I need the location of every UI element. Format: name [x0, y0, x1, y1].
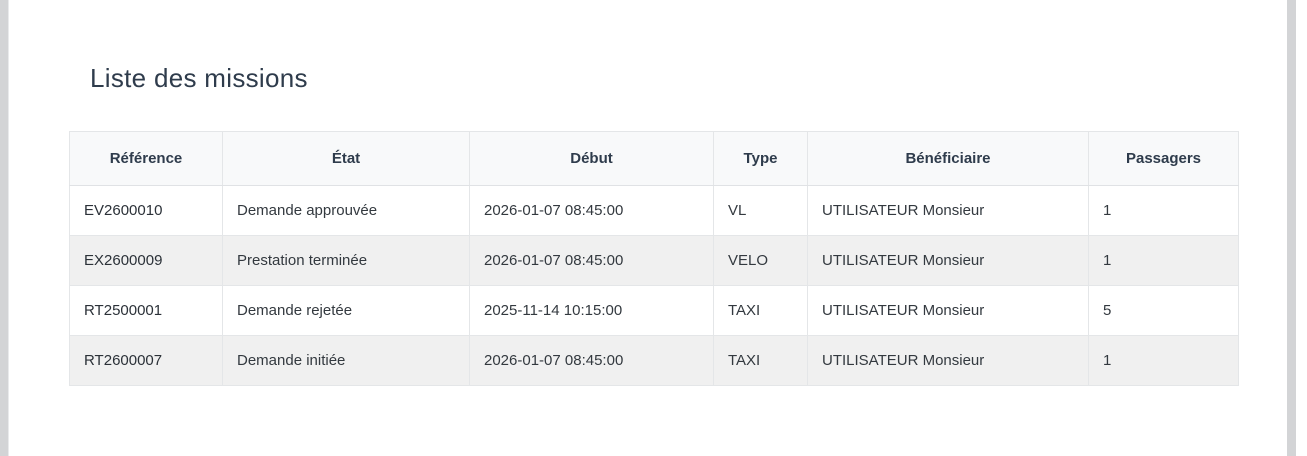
- cell-reference: RT2500001: [69, 285, 223, 336]
- cell-beneficiaire: UTILISATEUR Monsieur: [807, 285, 1089, 336]
- cell-beneficiaire: UTILISATEUR Monsieur: [807, 185, 1089, 236]
- column-header-debut[interactable]: Début: [469, 131, 714, 186]
- cell-debut: 2025-11-14 10:15:00: [469, 285, 714, 336]
- cell-beneficiaire: UTILISATEUR Monsieur: [807, 335, 1089, 386]
- column-header-type[interactable]: Type: [713, 131, 808, 186]
- column-header-etat[interactable]: État: [222, 131, 470, 186]
- window-right-edge: [1296, 0, 1307, 456]
- missions-table-container: Référence État Début Type Bénéficiaire P…: [69, 131, 1239, 386]
- column-header-passagers[interactable]: Passagers: [1088, 131, 1239, 186]
- cell-reference: EV2600010: [69, 185, 223, 236]
- table-row[interactable]: EV2600010 Demande approuvée 2026-01-07 0…: [69, 185, 1239, 236]
- cell-beneficiaire: UTILISATEUR Monsieur: [807, 235, 1089, 286]
- cell-type: VL: [713, 185, 808, 236]
- table-row[interactable]: RT2500001 Demande rejetée 2025-11-14 10:…: [69, 285, 1239, 336]
- column-header-beneficiaire[interactable]: Bénéficiaire: [807, 131, 1089, 186]
- cell-type: TAXI: [713, 335, 808, 386]
- cell-etat: Demande initiée: [222, 335, 470, 386]
- missions-table: Référence État Début Type Bénéficiaire P…: [69, 131, 1239, 386]
- window-left-edge: [0, 0, 8, 456]
- cell-type: TAXI: [713, 285, 808, 336]
- page-content: Liste des missions Référence État Début …: [9, 0, 1296, 456]
- table-row[interactable]: RT2600007 Demande initiée 2026-01-07 08:…: [69, 335, 1239, 386]
- cell-debut: 2026-01-07 08:45:00: [469, 235, 714, 286]
- cell-passagers: 5: [1088, 285, 1239, 336]
- cell-etat: Demande approuvée: [222, 185, 470, 236]
- cell-passagers: 1: [1088, 185, 1239, 236]
- column-header-reference[interactable]: Référence: [69, 131, 223, 186]
- cell-etat: Demande rejetée: [222, 285, 470, 336]
- cell-etat: Prestation terminée: [222, 235, 470, 286]
- page-title: Liste des missions: [90, 63, 308, 93]
- cell-debut: 2026-01-07 08:45:00: [469, 185, 714, 236]
- table-header: Référence État Début Type Bénéficiaire P…: [69, 131, 1239, 186]
- cell-reference: RT2600007: [69, 335, 223, 386]
- window-right-scrollbar[interactable]: [1287, 0, 1296, 456]
- cell-passagers: 1: [1088, 235, 1239, 286]
- cell-debut: 2026-01-07 08:45:00: [469, 335, 714, 386]
- window-left-divider: [8, 0, 9, 456]
- cell-reference: EX2600009: [69, 235, 223, 286]
- cell-type: VELO: [713, 235, 808, 286]
- cell-passagers: 1: [1088, 335, 1239, 386]
- table-header-row: Référence État Début Type Bénéficiaire P…: [69, 131, 1239, 186]
- table-row[interactable]: EX2600009 Prestation terminée 2026-01-07…: [69, 235, 1239, 286]
- table-body: EV2600010 Demande approuvée 2026-01-07 0…: [69, 185, 1239, 386]
